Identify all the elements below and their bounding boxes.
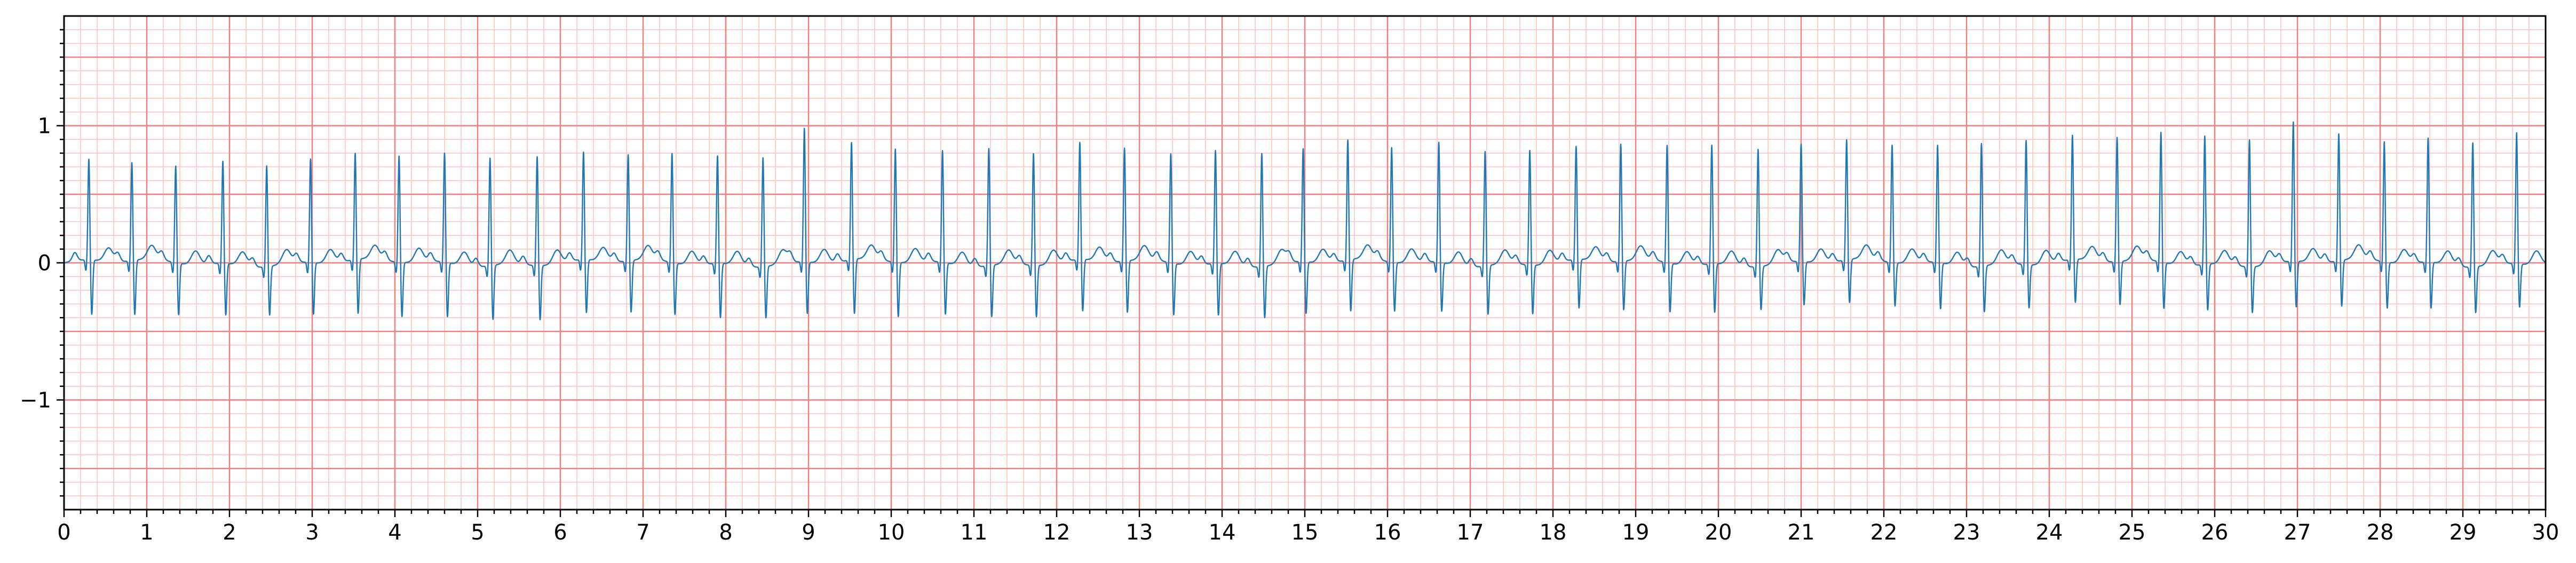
x-tick-label: 24 <box>2036 520 2063 545</box>
x-tick-label: 30 <box>2532 520 2559 545</box>
x-tick-label: 21 <box>1788 520 1815 545</box>
x-tick-label: 28 <box>2367 520 2394 545</box>
ecg-trace-line <box>64 121 2546 321</box>
x-tick-label: 3 <box>305 520 319 545</box>
x-tick-label: 8 <box>719 520 732 545</box>
x-tick-label: 26 <box>2201 520 2229 545</box>
x-tick-label: 2 <box>223 520 236 545</box>
x-tick-label: 13 <box>1126 520 1153 545</box>
x-tick-label: 12 <box>1043 520 1071 545</box>
x-tick-label: 1 <box>140 520 153 545</box>
x-tick-label: 6 <box>553 520 567 545</box>
x-tick-label: 10 <box>878 520 905 545</box>
x-tick-label: 20 <box>1705 520 1732 545</box>
x-tick-label: 19 <box>1622 520 1650 545</box>
y-tick-label: −1 <box>20 388 51 413</box>
x-tick-label: 29 <box>2450 520 2477 545</box>
y-tick-label: 1 <box>38 114 51 139</box>
y-tick-label: 0 <box>38 251 51 276</box>
x-tick-label: 11 <box>961 520 988 545</box>
x-tick-label: 27 <box>2284 520 2311 545</box>
x-tick-label: 0 <box>57 520 70 545</box>
y-axis: 1 0 −1 <box>20 29 64 497</box>
x-tick-label: 5 <box>471 520 484 545</box>
x-tick-label: 16 <box>1374 520 1401 545</box>
x-tick-label: 7 <box>636 520 649 545</box>
major-grid <box>63 16 2547 510</box>
x-tick-label: 14 <box>1209 520 1236 545</box>
x-tick-label: 25 <box>2119 520 2146 545</box>
x-tick-label: 4 <box>388 520 401 545</box>
x-tick-label: 23 <box>1953 520 1980 545</box>
x-tick-label: 17 <box>1457 520 1484 545</box>
x-tick-label: 22 <box>1870 520 1898 545</box>
x-tick-label: 18 <box>1540 520 1567 545</box>
x-tick-label: 9 <box>802 520 815 545</box>
x-tick-label: 15 <box>1291 520 1319 545</box>
x-axis: 0 1 2 3 4 5 6 7 8 9 10 11 12 13 14 15 16 17 18 19 20 21 22 23 24… <box>57 510 2559 545</box>
